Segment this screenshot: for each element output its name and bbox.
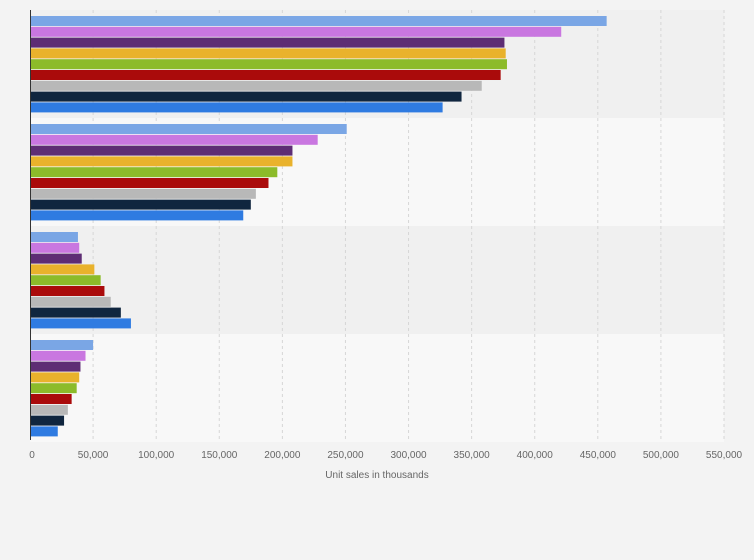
x-tick-label: 300,000 xyxy=(390,450,427,461)
category-band xyxy=(30,334,724,442)
x-tick-label: 200,000 xyxy=(264,450,301,461)
x-tick-label: 150,000 xyxy=(201,450,238,461)
bar xyxy=(30,178,269,188)
x-axis-title: Unit sales in thousands xyxy=(325,470,428,481)
bars xyxy=(30,16,607,437)
bar xyxy=(30,426,58,437)
x-tick-label: 550,000 xyxy=(706,450,743,461)
x-tick-label: 450,000 xyxy=(580,450,617,461)
bar xyxy=(30,394,72,404)
bar xyxy=(30,156,293,167)
bar xyxy=(30,59,507,70)
bar xyxy=(30,275,101,286)
x-tick-label: 350,000 xyxy=(454,450,491,461)
bar xyxy=(30,350,86,361)
bar xyxy=(30,37,505,48)
bar xyxy=(30,70,501,80)
x-tick-label: 50,000 xyxy=(78,450,109,461)
bar xyxy=(30,102,443,113)
bar xyxy=(30,361,81,372)
bar xyxy=(30,296,111,307)
x-tick-label: 100,000 xyxy=(138,450,175,461)
bar xyxy=(30,91,462,102)
bar xyxy=(30,188,256,199)
x-tick-label: 0 xyxy=(29,450,35,461)
bar xyxy=(30,145,293,156)
bar xyxy=(30,134,318,145)
x-tick-labels: 0 50,000 100,000 150,000 200,000 250,000 300,0… xyxy=(29,450,742,461)
bar xyxy=(30,415,65,426)
bar xyxy=(30,210,244,221)
bar xyxy=(30,318,131,329)
bar xyxy=(30,48,506,59)
bar xyxy=(30,286,105,296)
bar xyxy=(30,383,77,394)
bar xyxy=(30,404,68,415)
bar xyxy=(30,372,80,383)
bar xyxy=(30,242,80,253)
bar xyxy=(30,16,607,26)
bar xyxy=(30,167,278,178)
bar xyxy=(30,80,482,91)
bar xyxy=(30,264,95,275)
bar xyxy=(30,124,347,134)
bar xyxy=(30,232,78,242)
bar xyxy=(30,26,562,37)
category-band xyxy=(30,226,724,334)
bar xyxy=(30,307,121,318)
bar xyxy=(30,253,82,264)
x-tick-label: 250,000 xyxy=(327,450,364,461)
bar xyxy=(30,199,251,210)
x-tick-label: 400,000 xyxy=(517,450,554,461)
x-tick-label: 500,000 xyxy=(643,450,680,461)
bar xyxy=(30,340,94,350)
